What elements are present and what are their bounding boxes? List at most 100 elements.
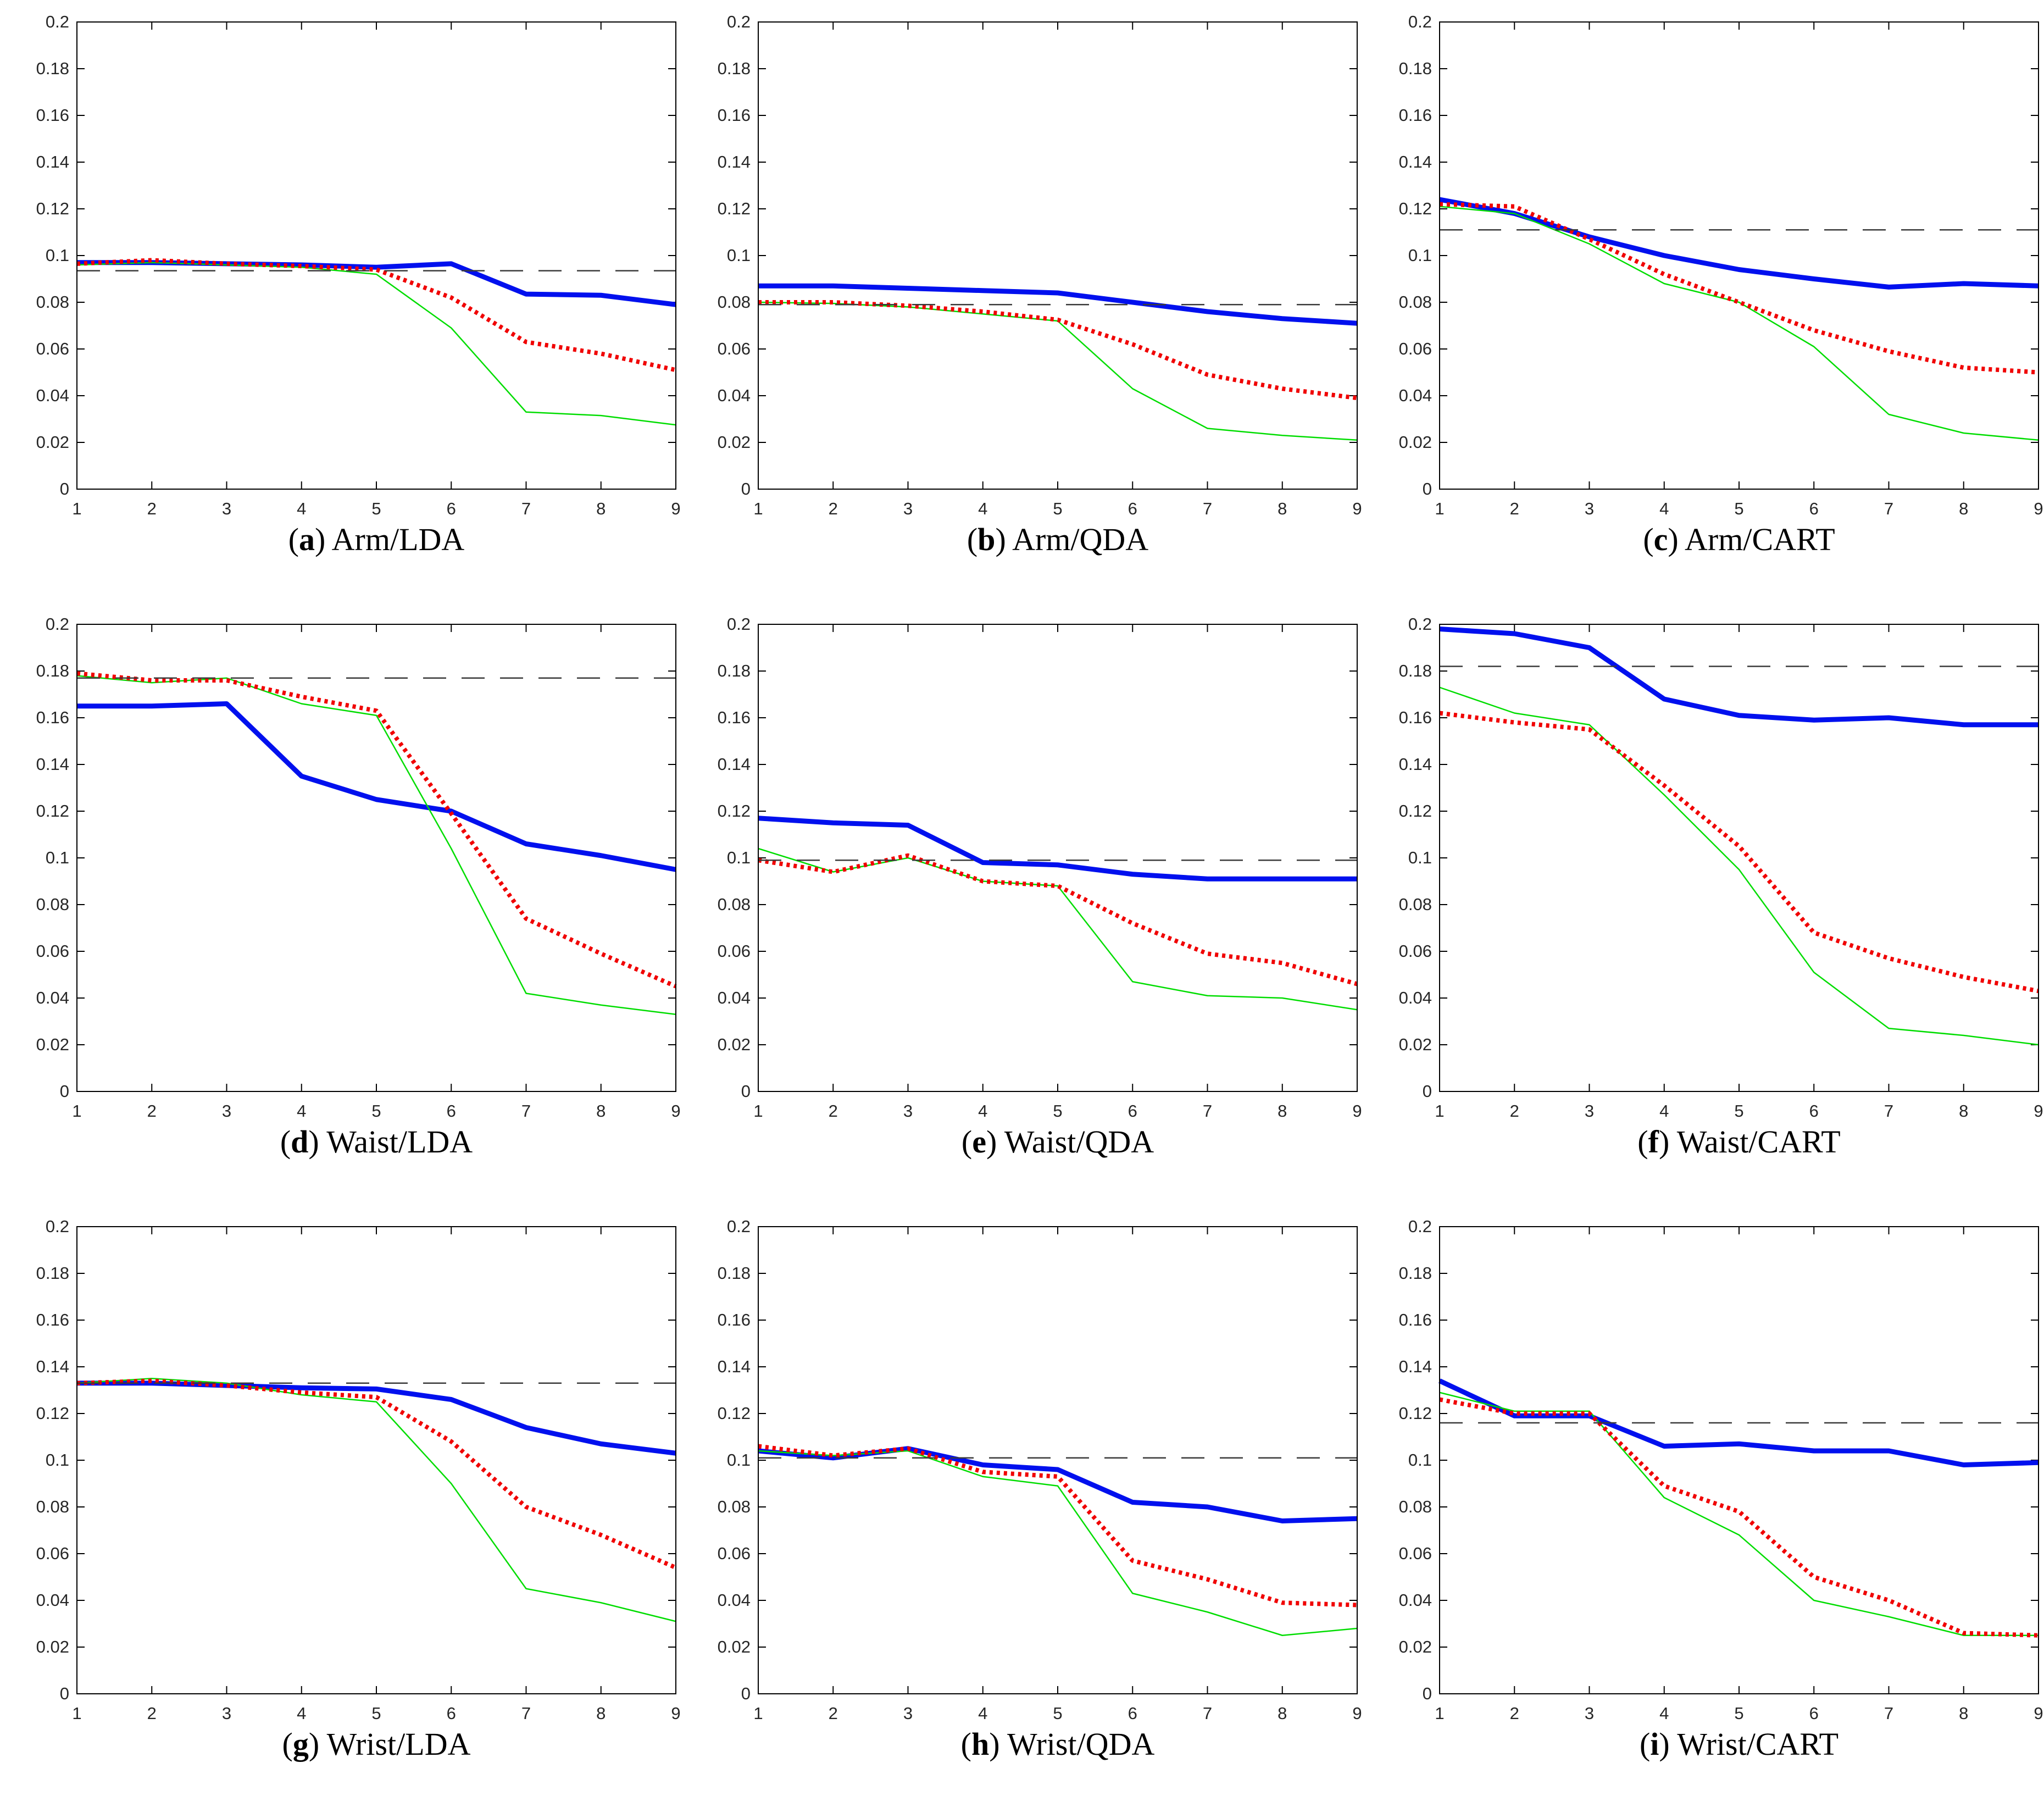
plot-waist-cart: 0 0.02 0.04 0.06 0.08 0.1 0.12 0.14 0.16 0.18 0.2 1…: [1399, 614, 2043, 1121]
y-tick-label: 0.02: [36, 433, 69, 452]
subplot-d-waist-lda: 0 0.02 0.04 0.06 0.08 0.1 0.12 0.14 0.16 0.18 0.2 1…: [0, 602, 681, 1205]
y-tick-label: 0: [741, 1684, 751, 1703]
x-tick-label: 2: [147, 499, 157, 518]
x-tick-label: 1: [753, 1101, 763, 1121]
y-tick-label: 0.12: [718, 1404, 751, 1423]
subplot-caption: (h) Wrist/QDA: [758, 1726, 1357, 1762]
x-tick-label: 1: [1435, 499, 1444, 518]
y-tick-label: 0.2: [727, 614, 751, 634]
caption-letter: a: [299, 522, 315, 557]
y-tick-label: 0.18: [36, 59, 69, 78]
x-tick-label: 2: [829, 1704, 838, 1723]
x-tick-label: 8: [596, 499, 606, 518]
caption-title: Arm/CART: [1685, 522, 1835, 557]
caption-title: Waist/CART: [1676, 1124, 1841, 1160]
x-tick-label: 3: [1585, 499, 1594, 518]
axes-box: [758, 21, 1358, 490]
x-tick-label: 3: [222, 499, 231, 518]
x-tick-label: 1: [72, 499, 81, 518]
subplot-caption: (g) Wrist/LDA: [77, 1726, 676, 1762]
y-tick-label: 0.2: [1408, 1217, 1432, 1236]
x-tick-label: 2: [1510, 499, 1519, 518]
y-tick-label: 0.1: [1408, 1450, 1432, 1470]
y-tick-label: 0.12: [36, 801, 69, 821]
x-tick-label: 3: [1585, 1704, 1594, 1723]
y-tick-label: 0: [1423, 479, 1432, 498]
y-tick-label: 0.08: [36, 1497, 69, 1516]
y-tick-label: 0.16: [36, 1310, 69, 1329]
y-tick-label: 0.04: [36, 386, 69, 405]
y-tick-label: 0.16: [36, 106, 69, 125]
y-tick-label: 0.04: [1399, 386, 1432, 405]
axes-box: [758, 624, 1358, 1092]
plot-arm-lda: 0 0.02 0.04 0.06 0.08 0.1 0.12 0.14 0.16 0.18 0.2 1…: [36, 12, 681, 518]
series-red-dotted: [1439, 1397, 2039, 1638]
y-tick-label: 0.2: [727, 12, 751, 31]
subplot-caption: (d) Waist/LDA: [77, 1123, 676, 1160]
y-tick-label: 0: [60, 1684, 69, 1703]
y-tick-label: 0.18: [718, 1263, 751, 1283]
y-tick-label: 0.18: [1399, 59, 1432, 78]
x-tick-label: 2: [829, 499, 838, 518]
y-tick-label: 0.08: [1399, 1497, 1432, 1516]
y-tick-label: 0.12: [1399, 1404, 1432, 1423]
y-tick-label: 0.18: [1399, 1263, 1432, 1283]
x-tick-label: 9: [1352, 1704, 1362, 1723]
axes-box: [1439, 1226, 2039, 1694]
x-tick-label: 5: [371, 1704, 381, 1723]
x-tick-label: 8: [1959, 1704, 1968, 1723]
subplot-b-arm-qda: 0 0.02 0.04 0.06 0.08 0.1 0.12 0.14 0.16 0.18 0.2 1…: [681, 0, 1363, 602]
x-tick-label: 3: [222, 1704, 231, 1723]
x-tick-label: 2: [147, 1704, 157, 1723]
x-tick-label: 4: [978, 1101, 987, 1121]
x-tick-label: 3: [903, 1704, 913, 1723]
x-tick-label: 6: [447, 499, 456, 518]
y-tick-label: 0.06: [36, 941, 69, 961]
x-tick-label: 5: [371, 499, 381, 518]
plot-waist-qda: 0 0.02 0.04 0.06 0.08 0.1 0.12 0.14 0.16 0.18 0.2 1…: [718, 614, 1362, 1121]
y-tick-label: 0.06: [36, 1544, 69, 1563]
x-tick-label: 3: [222, 1101, 231, 1121]
y-tick-label: 0.04: [718, 386, 751, 405]
x-tick-label: 9: [671, 1704, 680, 1723]
series-thick-blue-solid: [1439, 197, 2039, 290]
x-tick-label: 6: [1809, 1704, 1819, 1723]
plot-wrist-cart: 0 0.02 0.04 0.06 0.08 0.1 0.12 0.14 0.16 0.18 0.2 1…: [1399, 1217, 2043, 1723]
x-tick-label: 7: [1884, 499, 1893, 518]
x-tick-label: 7: [1884, 1704, 1893, 1723]
y-tick-label: 0.2: [46, 12, 69, 31]
caption-paren-open: (: [1643, 522, 1654, 557]
caption-paren-open: (: [967, 522, 978, 557]
caption-letter: i: [1650, 1726, 1659, 1762]
caption-paren-open: (: [961, 1124, 973, 1160]
x-tick-label: 4: [978, 499, 987, 518]
series-thin-green-solid: [76, 1378, 676, 1622]
y-tick-label: 0.08: [36, 895, 69, 914]
plot-wrist-qda: 0 0.02 0.04 0.06 0.08 0.1 0.12 0.14 0.16 0.18 0.2 1…: [718, 1217, 1362, 1723]
series-red-dotted: [76, 258, 676, 373]
x-tick-label: 6: [1128, 1101, 1137, 1121]
plot-wrist-lda: 0 0.02 0.04 0.06 0.08 0.1 0.12 0.14 0.16 0.18 0.2 1…: [36, 1217, 681, 1723]
y-tick-label: 0: [1423, 1684, 1432, 1703]
y-tick-label: 0.14: [36, 152, 69, 171]
y-tick-label: 0.06: [718, 941, 751, 961]
caption-paren-open: (: [1639, 1726, 1651, 1762]
y-tick-label: 0.1: [727, 848, 751, 867]
axes-box: [76, 1226, 676, 1694]
series-red-dotted: [758, 1444, 1358, 1608]
y-tick-label: 0.16: [1399, 106, 1432, 125]
x-tick-label: 2: [1510, 1101, 1519, 1121]
caption-letter: h: [971, 1726, 990, 1762]
series-thin-green-solid: [1439, 1392, 2039, 1636]
x-tick-label: 4: [1659, 1101, 1669, 1121]
x-tick-label: 6: [447, 1101, 456, 1121]
x-tick-label: 7: [1203, 1704, 1212, 1723]
x-tick-label: 5: [1734, 499, 1743, 518]
x-tick-label: 2: [147, 1101, 157, 1121]
x-tick-label: 7: [521, 1101, 531, 1121]
subplot-g-wrist-lda: 0 0.02 0.04 0.06 0.08 0.1 0.12 0.14 0.16 0.18 0.2 1…: [0, 1205, 681, 1807]
y-tick-label: 0.2: [1408, 614, 1432, 634]
caption-paren-open: (: [280, 1124, 291, 1160]
x-tick-label: 1: [72, 1704, 81, 1723]
y-tick-label: 0.18: [718, 59, 751, 78]
